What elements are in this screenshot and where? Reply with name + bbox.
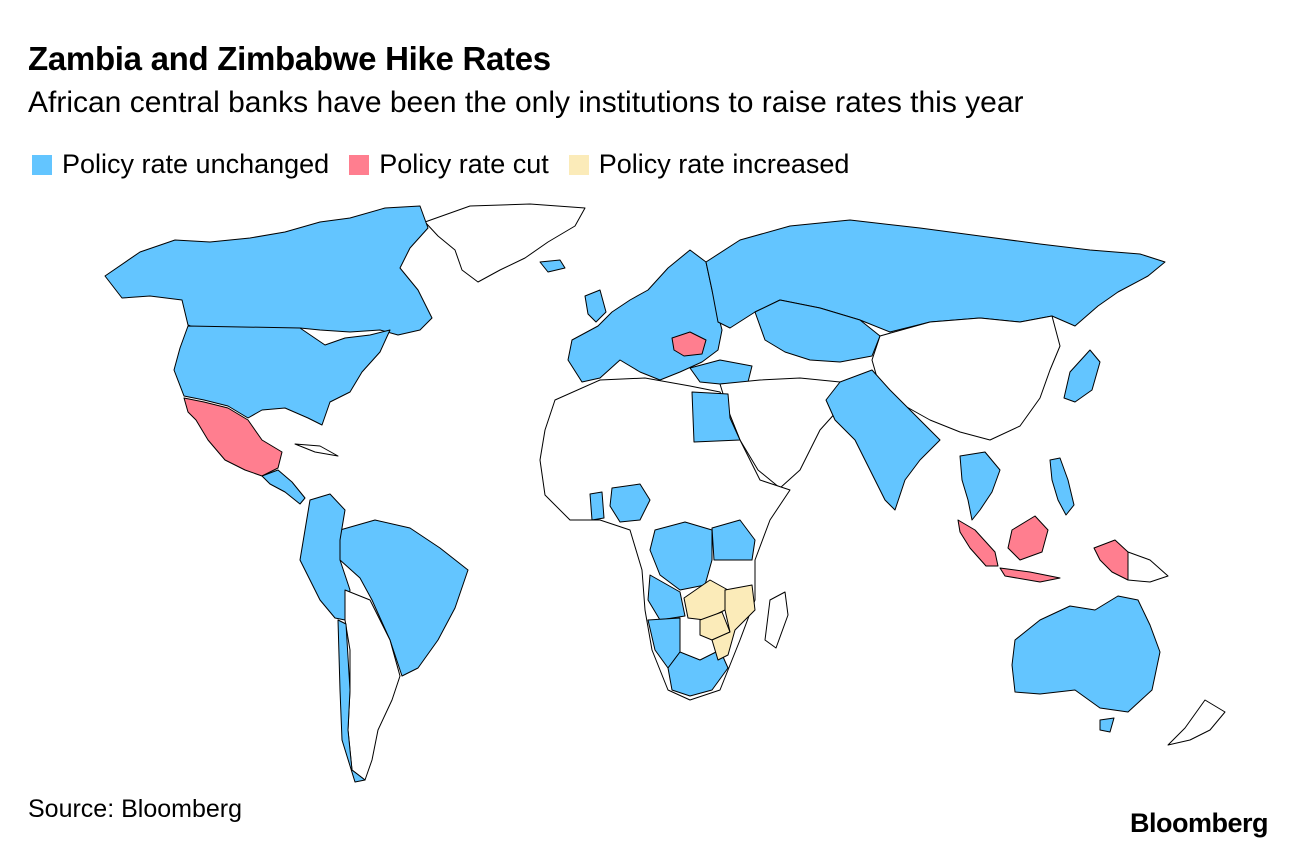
region-south-africa	[667, 649, 729, 697]
chart-title: Zambia and Zimbabwe Hike Rates	[28, 40, 551, 77]
region-uk	[584, 289, 607, 323]
region-brazil	[339, 519, 469, 677]
region-iceland	[539, 259, 566, 273]
source-note: Source: Bloomberg	[28, 795, 243, 823]
region-chile	[337, 619, 366, 783]
region-philippines	[1049, 457, 1075, 516]
legend-swatch-unchanged	[32, 154, 52, 175]
region-mozambique	[711, 584, 756, 661]
region-nigeria	[609, 483, 651, 523]
region-egypt	[691, 391, 741, 443]
region-australia	[1011, 595, 1161, 713]
region-madagascar	[764, 591, 789, 649]
legend-item-unchanged: Policy rate unchanged	[32, 149, 329, 180]
legend-label-cut: Policy rate cut	[379, 149, 549, 179]
region-central-america	[261, 469, 306, 505]
bloomberg-logo: Bloomberg	[1129, 808, 1269, 838]
region-indonesia-papua	[1093, 539, 1129, 581]
region-japan	[1063, 349, 1101, 403]
region-mexico	[183, 397, 283, 477]
region-india	[825, 369, 941, 511]
region-indonesia-java	[999, 567, 1061, 583]
legend-label-unchanged: Policy rate unchanged	[62, 149, 330, 179]
world-map	[104, 203, 1226, 783]
legend-label-increased: Policy rate increased	[598, 149, 850, 179]
region-kazakhstan	[754, 299, 881, 363]
legend-swatch-increased	[568, 154, 589, 175]
region-indonesia-sumatra	[957, 519, 999, 567]
region-new-zealand	[1167, 699, 1226, 746]
region-cuba	[294, 443, 339, 457]
region-indonesia-borneo	[1007, 515, 1049, 561]
region-canada	[104, 205, 433, 336]
region-greenland	[424, 203, 586, 283]
legend-item-cut: Policy rate cut	[349, 149, 549, 180]
chart-subtitle: African central banks have been the only…	[28, 86, 1024, 119]
legend-item-increased: Policy rate increased	[568, 149, 850, 180]
region-tasmania	[1099, 717, 1115, 733]
region-thailand	[959, 451, 1001, 521]
region-kenya-tanzania	[711, 519, 756, 561]
region-papua-new-guinea	[1127, 551, 1169, 583]
region-romania	[671, 331, 707, 357]
legend: Policy rate unchanged Policy rate cut Po…	[32, 149, 869, 180]
region-bolivia-argentina	[344, 589, 401, 781]
region-usa	[173, 325, 391, 426]
region-ghana	[589, 491, 605, 521]
legend-swatch-cut	[349, 154, 370, 175]
